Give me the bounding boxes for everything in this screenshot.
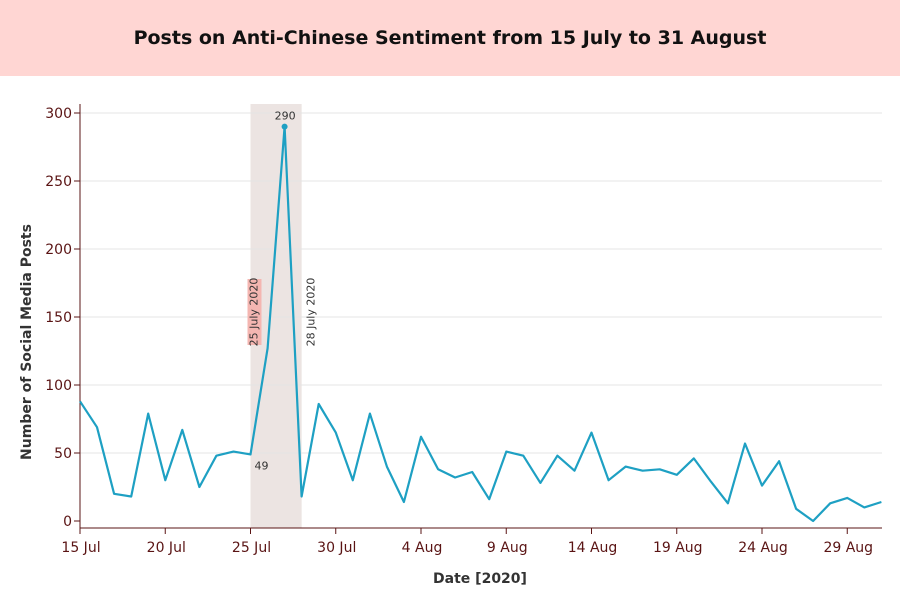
y-tick-label: 150 xyxy=(45,310,72,326)
y-tick-label: 50 xyxy=(54,446,72,462)
highlight-start-date-label: 25 July 2020 xyxy=(248,278,261,347)
y-ticks: 0 50 100 150 200 250 300 xyxy=(45,106,80,530)
title-bar: Posts on Anti-Chinese Sentiment from 15 … xyxy=(0,0,900,76)
y-axis-label: Number of Social Media Posts xyxy=(19,224,35,460)
y-tick-label: 300 xyxy=(45,106,72,122)
x-tick-label: 19 Aug xyxy=(653,540,703,556)
y-tick-label: 100 xyxy=(45,378,72,394)
highlight-end-date-label: 28 July 2020 xyxy=(305,278,318,347)
peak-value-label: 290 xyxy=(275,110,296,123)
x-tick-label: 25 Jul xyxy=(232,540,271,556)
x-tick-label: 9 Aug xyxy=(487,540,528,556)
x-tick-label: 4 Aug xyxy=(402,540,443,556)
annotations: 290 49 25 July 2020 28 July 2020 xyxy=(247,110,318,472)
start-value-label: 49 xyxy=(255,459,269,472)
x-tick-label: 15 Jul xyxy=(61,540,100,556)
x-ticks: 15 Jul 20 Jul 25 Jul 30 Jul 4 Aug 9 Aug 14 Aug… xyxy=(61,528,873,556)
y-tick-label: 0 xyxy=(63,514,72,530)
y-tick-label: 200 xyxy=(45,242,72,258)
x-tick-label: 29 Aug xyxy=(823,540,873,556)
x-tick-label: 30 Jul xyxy=(317,540,356,556)
gridlines xyxy=(80,112,882,454)
chart-title: Posts on Anti-Chinese Sentiment from 15 … xyxy=(133,27,767,49)
date-label-background xyxy=(247,279,262,345)
x-axis-label: Date [2020] xyxy=(433,571,527,587)
peak-marker xyxy=(281,123,288,130)
series-line xyxy=(79,125,882,523)
y-tick-label: 250 xyxy=(45,174,72,190)
x-tick-label: 20 Jul xyxy=(147,540,186,556)
x-tick-label: 14 Aug xyxy=(568,540,618,556)
x-tick-label: 24 Aug xyxy=(738,540,788,556)
